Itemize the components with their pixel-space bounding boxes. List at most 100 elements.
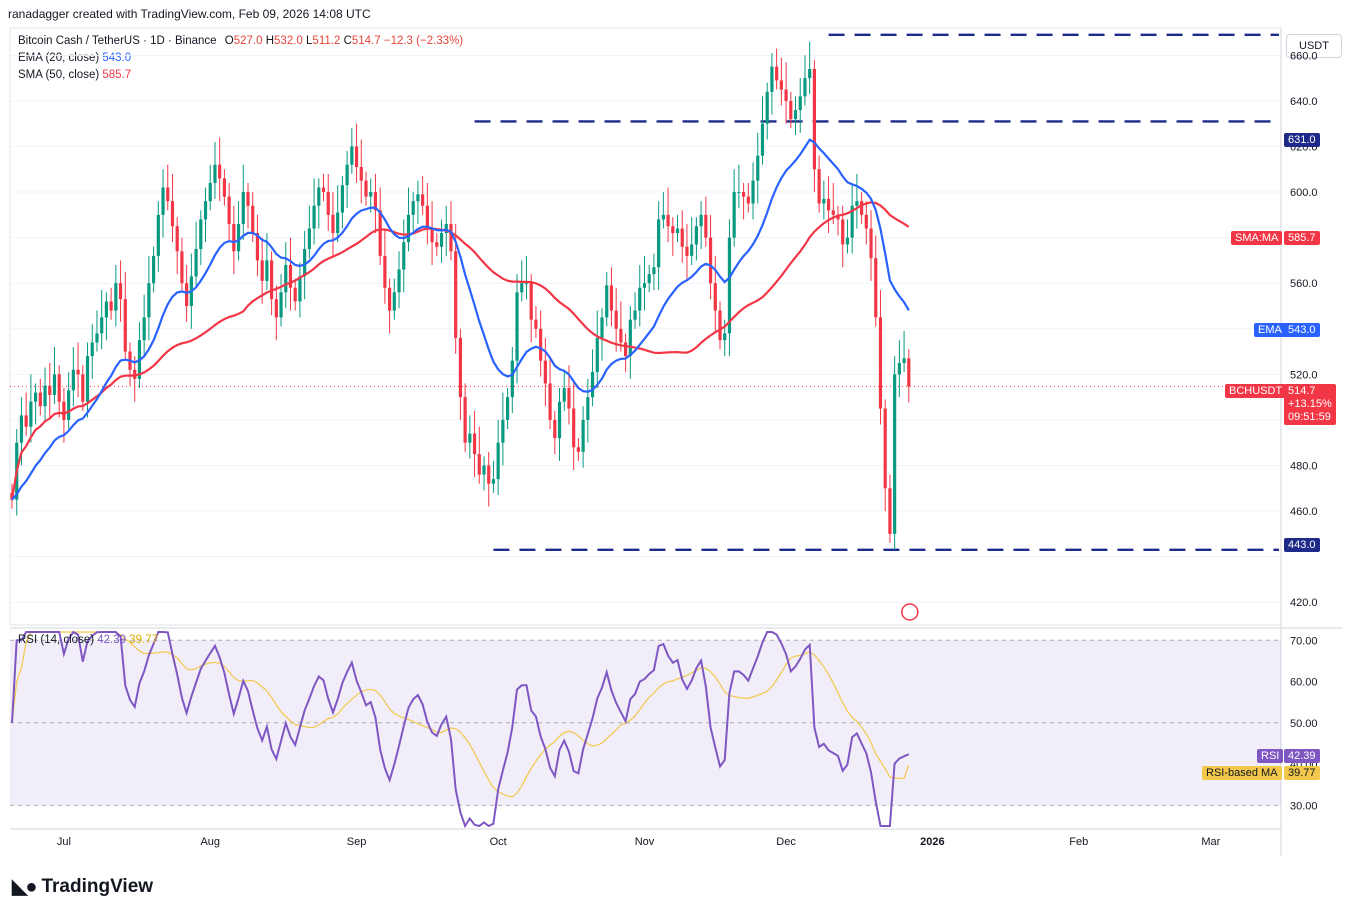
candle-body xyxy=(255,233,260,261)
change-value: −12.3 (−2.33%) xyxy=(383,35,464,47)
candle-body xyxy=(515,292,519,361)
candle-body xyxy=(312,205,316,229)
candle-body xyxy=(411,201,415,215)
candle-body xyxy=(123,299,127,352)
candle-body xyxy=(444,223,448,234)
candle-body xyxy=(812,69,816,170)
sma-legend-label: SMA (50, close) xyxy=(18,69,100,81)
sma-line xyxy=(10,201,910,500)
candle-body xyxy=(430,228,434,243)
candle-body xyxy=(425,205,429,229)
last-price-symbol-tag: BCHUSDT xyxy=(1225,384,1287,398)
candle-body xyxy=(600,317,604,338)
ema-line xyxy=(11,138,910,501)
candle-body xyxy=(798,96,802,111)
candle-body xyxy=(218,164,222,179)
candle-body xyxy=(383,255,387,288)
last-price-box: 514.7 +13.15% 09:51:59 xyxy=(1284,384,1336,425)
candle-body xyxy=(543,360,547,384)
candle-body xyxy=(161,187,165,215)
candle-body xyxy=(293,287,297,302)
rsi-tick-label: 50.00 xyxy=(1290,718,1318,730)
candle-body xyxy=(307,228,311,250)
candle-body xyxy=(364,180,368,197)
candle-body xyxy=(680,228,684,247)
candle-body xyxy=(487,465,491,484)
candle-body xyxy=(760,123,765,156)
candle-body xyxy=(534,319,538,329)
candle-body xyxy=(590,372,595,398)
candle-body xyxy=(180,251,184,284)
high-value: 532.0 xyxy=(274,35,303,47)
candle-body xyxy=(708,237,713,284)
chart-credit: ranadagger created with TradingView.com,… xyxy=(8,7,371,21)
candle-body xyxy=(633,310,637,320)
open-value: 527.0 xyxy=(233,35,263,47)
time-tick-label: Jul xyxy=(57,836,71,848)
candle-body xyxy=(67,390,71,420)
candle-body xyxy=(19,415,24,443)
candle-body xyxy=(397,269,401,293)
sma-legend[interactable]: SMA (50, close) 585.7 xyxy=(18,69,131,81)
candle-body xyxy=(661,214,665,220)
candle-body xyxy=(539,328,543,361)
candle-body xyxy=(279,292,283,318)
candle-body xyxy=(779,80,783,90)
candle-body xyxy=(416,194,420,202)
candle-body xyxy=(817,169,821,204)
candle-body xyxy=(468,433,472,443)
candle-body xyxy=(869,228,873,259)
candle-body xyxy=(836,214,840,220)
candle-body xyxy=(241,192,245,224)
rsi-tag-label: RSI xyxy=(1257,749,1284,763)
rsi-ma-tag-value: 39.77 xyxy=(1284,766,1320,780)
candle-body xyxy=(718,310,722,341)
ema-price-tag: EMA xyxy=(1254,323,1286,337)
candle-body xyxy=(520,283,524,293)
close-value: 514.7 xyxy=(351,35,381,47)
candle-body xyxy=(208,182,212,202)
candle-body xyxy=(260,260,264,281)
time-tick-label: Feb xyxy=(1069,836,1088,848)
candle-body xyxy=(732,192,736,238)
candle-body xyxy=(524,283,529,285)
candle-body xyxy=(378,210,382,256)
candle-body xyxy=(860,201,864,215)
candle-body xyxy=(902,358,906,363)
candle-body xyxy=(303,249,307,277)
candle-body xyxy=(90,342,94,357)
candle-body xyxy=(199,219,203,250)
candle-body xyxy=(765,91,769,124)
tradingview-wordmark: TradingView xyxy=(41,875,154,897)
candle-body xyxy=(704,214,708,238)
tradingview-logo[interactable]: ◣● TradingView xyxy=(12,874,153,899)
rsi-tag-value: 42.39 xyxy=(1284,749,1320,763)
rsi-line xyxy=(11,630,910,829)
candle-body xyxy=(614,310,618,329)
symbol-name: Bitcoin Cash / TetherUS · 1D · Binance xyxy=(18,35,217,47)
candle-body xyxy=(100,317,104,334)
candle-body xyxy=(185,283,189,306)
candle-body xyxy=(340,185,344,213)
candle-body xyxy=(34,392,38,402)
candle-body xyxy=(142,317,146,341)
candle-body xyxy=(694,226,698,245)
candle-body xyxy=(265,260,269,281)
candle-body xyxy=(557,401,562,439)
candle-body xyxy=(449,223,453,252)
candle-body xyxy=(203,201,208,220)
candle-body xyxy=(685,246,689,256)
candle-body xyxy=(529,283,533,320)
time-tick-label: Sep xyxy=(347,836,367,848)
candle-body xyxy=(496,442,500,480)
candle-body xyxy=(326,192,330,215)
candle-body xyxy=(81,374,85,402)
time-tick-label: Nov xyxy=(635,836,655,848)
candle-body xyxy=(406,214,411,243)
rsi-legend[interactable]: RSI (14, close) 42.39 39.77 xyxy=(18,634,158,646)
currency-button[interactable]: USDT xyxy=(1286,34,1342,58)
candle-body xyxy=(109,301,113,311)
candle-body xyxy=(477,454,481,475)
rsi-ma-line xyxy=(11,631,910,798)
